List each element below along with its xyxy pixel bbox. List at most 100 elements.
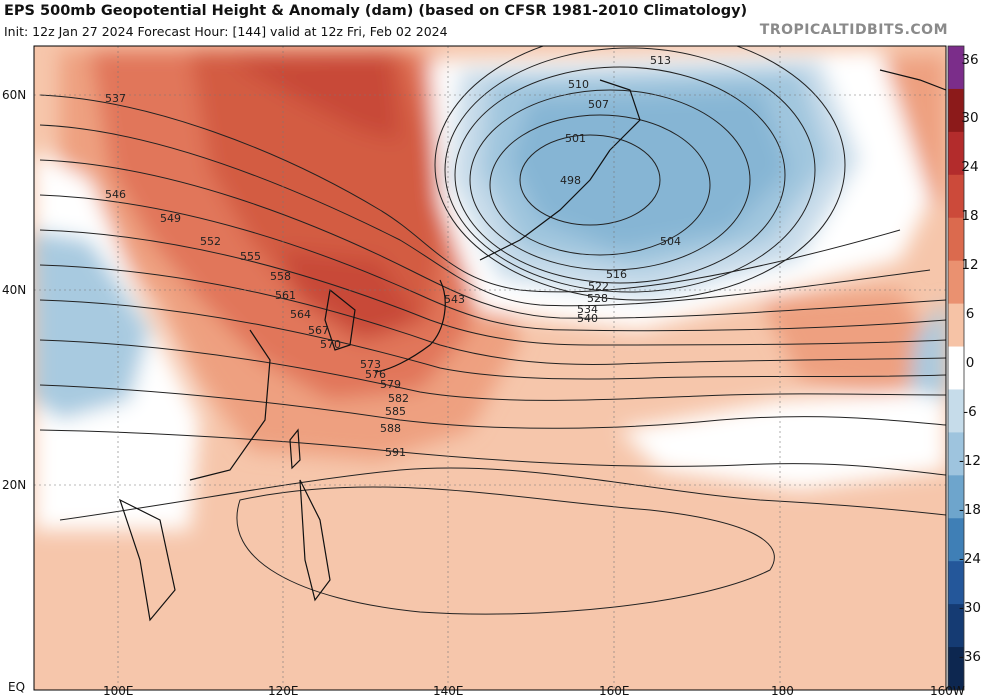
contour-513: [434, 46, 846, 301]
colorbar-label: -6: [963, 404, 977, 420]
map-border: [33, 45, 947, 691]
contour-507: [454, 66, 786, 284]
contour-498: [519, 134, 661, 226]
map-subtitle: Init: 12z Jan 27 2024 Forecast Hour: [14…: [4, 24, 448, 39]
coast-philippines: [299, 479, 331, 602]
lon-label-160w: 160W: [930, 684, 965, 698]
contour-value-label: 591: [385, 446, 406, 459]
cold-anomaly-18: [510, 90, 790, 250]
contour-534: [39, 194, 946, 332]
contour-value-label: 513: [650, 54, 671, 67]
contour-579: [39, 384, 946, 429]
colorbar-swatch: [948, 131, 964, 176]
colorbar-label: 24: [961, 159, 979, 175]
colorbar-swatch: [948, 432, 964, 476]
coast-korea: [324, 288, 356, 351]
contour-value-label: 576: [365, 368, 386, 381]
contour-591: [236, 486, 775, 615]
lon-label-140e: 140E: [433, 684, 464, 698]
colorbar-label: -24: [958, 551, 982, 567]
colorbar-swatch: [948, 46, 964, 90]
contour-585: [39, 429, 946, 476]
contour-value-label: 516: [606, 268, 627, 281]
warm-anomaly-24: [230, 55, 400, 140]
contour-value-label: 549: [160, 212, 181, 225]
contour-value-label: 522: [588, 280, 609, 293]
contour-value-label: 528: [587, 292, 608, 305]
contour-value-label: 570: [320, 338, 341, 351]
lat-label-40n: 40N: [2, 283, 27, 297]
contour-value-label: 564: [290, 308, 311, 321]
contour-value-label: 540: [577, 312, 598, 325]
colorbar-swatch: [948, 604, 964, 648]
coast-alaska: [879, 69, 946, 91]
contour-value-label: 498: [560, 174, 581, 187]
lat-label-eq: EQ: [8, 680, 26, 694]
graticule: [34, 46, 946, 690]
coast-indochina: [118, 498, 176, 622]
lon-label-100e: 100E: [103, 684, 134, 698]
contour-value-label: 558: [270, 270, 291, 283]
colorbar-label: -12: [958, 453, 982, 469]
lon-label-180: 180: [771, 684, 794, 698]
colorbar-swatch: [948, 303, 964, 348]
coast-kamchatka: [599, 79, 641, 151]
coast-taiwan: [289, 428, 301, 470]
lat-label-60n: 60N: [2, 88, 27, 102]
colorbar-swatch: [948, 647, 964, 691]
colorbar-swatch: [948, 561, 964, 605]
colorbar-swatch: [948, 174, 964, 219]
contour-value-label: 534: [577, 303, 598, 316]
contour-504: [469, 89, 751, 271]
contour-value-label: 567: [308, 324, 329, 337]
colorbar-label: -18: [958, 502, 982, 518]
colorbar-label: 0: [965, 355, 975, 371]
map-title: EPS 500mb Geopotential Height & Anomaly …: [4, 3, 748, 19]
colorbar-label: 30: [961, 110, 979, 126]
lon-label-120e: 120E: [268, 684, 299, 698]
warm-anomaly-24b: [280, 250, 420, 340]
contour-564: [39, 299, 946, 380]
colorbar-label: 12: [961, 257, 979, 273]
contour-522: [39, 124, 931, 307]
neutral-band-east: [620, 390, 946, 490]
lat-label-20n: 20N: [2, 478, 27, 492]
colorbar-label: 18: [961, 208, 979, 224]
height-contours: [39, 46, 946, 615]
contour-value-label: 504: [660, 235, 681, 248]
colorbar-label: 36: [961, 52, 979, 68]
colorbar-swatch: [948, 217, 964, 262]
contour-value-label: 582: [388, 392, 409, 405]
contour-value-label: 588: [380, 422, 401, 435]
contour-value-label: 552: [200, 235, 221, 248]
contour-588: [59, 467, 946, 521]
contour-528: [39, 159, 946, 319]
colorbar-label: 6: [965, 306, 975, 322]
colorbar-label: -36: [958, 649, 982, 665]
colorbar-swatch: [948, 260, 964, 305]
contour-501: [489, 114, 711, 256]
colorbar-swatch: [948, 389, 964, 433]
coast-kuril: [479, 149, 611, 261]
contour-value-label: 555: [240, 250, 261, 263]
contour-value-label: 543: [444, 293, 465, 306]
coastlines: [118, 69, 946, 622]
contour-value-label: 537: [105, 92, 126, 105]
contour-value-label: 501: [565, 132, 586, 145]
colorbar-swatch: [948, 88, 964, 133]
contour-540: [39, 229, 946, 346]
warm-anomaly-east: [760, 290, 940, 400]
lon-label-160e: 160E: [599, 684, 630, 698]
brand-watermark: TROPICALTIDBITS.COM: [759, 22, 948, 38]
contour-value-label: 561: [275, 289, 296, 302]
coast-japan: [374, 279, 446, 373]
contour-value-label: 573: [360, 358, 381, 371]
contour-value-label: 507: [588, 98, 609, 111]
contour-value-label: 579: [380, 378, 401, 391]
contour-510: [444, 47, 816, 293]
contour-value-label: 585: [385, 405, 406, 418]
cold-anomaly-west: [34, 230, 150, 420]
contour-573: [39, 339, 946, 401]
